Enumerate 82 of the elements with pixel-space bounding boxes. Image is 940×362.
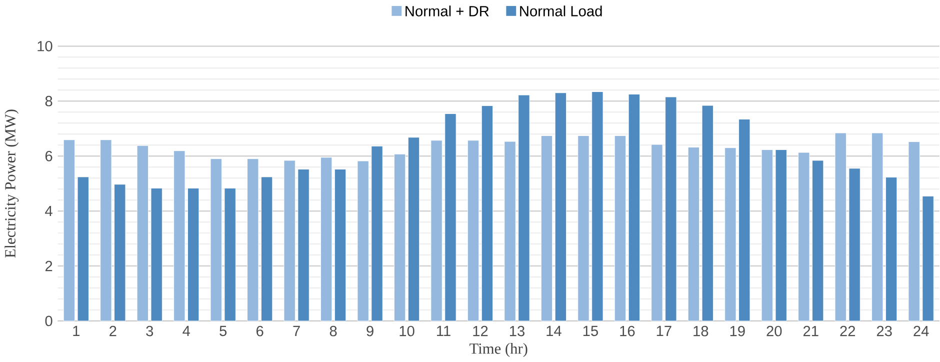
x-tick-label: 10: [400, 326, 414, 336]
bar: [665, 96, 677, 322]
bar: [357, 160, 369, 322]
bar: [371, 146, 383, 322]
bar: [150, 188, 162, 322]
bar: [554, 92, 566, 322]
x-tick-label: 14: [546, 326, 562, 336]
bar: [651, 144, 663, 322]
bar: [922, 196, 934, 322]
x-tick-label: 18: [694, 326, 708, 336]
x-tick-label: 11: [437, 326, 450, 336]
bar: [284, 160, 296, 322]
bar: [298, 169, 310, 322]
x-tick-label: 3: [146, 326, 154, 336]
bar: [812, 160, 824, 322]
bar: [174, 150, 186, 322]
legend-label: Normal Load: [520, 6, 602, 17]
bar: [592, 92, 604, 322]
bar: [136, 146, 148, 322]
x-tick-label: 13: [510, 326, 524, 336]
bar: [444, 114, 456, 322]
x-tick-label: 5: [220, 326, 227, 336]
x-tick-label: 24: [914, 326, 929, 336]
bar: [224, 188, 236, 322]
bar: [77, 176, 89, 322]
bar: [188, 188, 200, 322]
x-tick-label: 8: [330, 326, 337, 336]
bar: [886, 177, 898, 322]
bar: [775, 150, 787, 322]
bar: [761, 150, 773, 322]
y-tick-label: 0: [45, 316, 52, 326]
x-tick-label: 16: [620, 326, 635, 336]
bar: [408, 137, 420, 322]
bar: [628, 94, 640, 322]
x-tick-label: 20: [766, 326, 782, 336]
x-tick-label: 21: [803, 326, 818, 336]
bar: [702, 105, 714, 322]
bar: [798, 152, 810, 322]
bar: [504, 141, 516, 322]
bar: [614, 136, 626, 322]
bar: [247, 158, 259, 322]
x-tick-label: 15: [583, 326, 598, 336]
x-tick-label: 9: [366, 326, 374, 336]
x-tick-label: 4: [182, 326, 190, 336]
bar: [724, 148, 736, 322]
y-tick-label: 10: [38, 41, 52, 52]
x-tick-label: 1: [73, 326, 80, 336]
y-axis-title: Electricity Power (MW): [4, 110, 19, 258]
bar: [908, 142, 920, 322]
bar: [334, 169, 346, 322]
x-tick-label: 23: [876, 326, 892, 336]
bar: [518, 95, 530, 322]
x-tick-label: 7: [293, 326, 300, 336]
bar: [578, 136, 590, 322]
x-tick-label: 19: [730, 326, 745, 336]
y-tick-label: 8: [45, 96, 52, 106]
bar: [114, 184, 126, 322]
x-tick-label: 2: [110, 326, 116, 336]
y-tick-label: 2: [45, 261, 52, 272]
y-tick-label: 6: [45, 151, 52, 162]
x-tick-label: 6: [256, 326, 264, 336]
bar: [210, 158, 222, 322]
x-tick-label: 22: [840, 326, 855, 336]
y-tick-label: 4: [45, 206, 52, 216]
bar: [320, 157, 332, 322]
bar: [394, 154, 406, 322]
bar: [481, 106, 494, 322]
bar: [540, 136, 553, 322]
bar: [738, 119, 750, 322]
bar: [430, 140, 442, 322]
legend-label: Normal + DR: [406, 6, 489, 17]
x-tick-label: 17: [656, 326, 672, 336]
bar: [688, 147, 700, 322]
bar: [467, 140, 480, 322]
x-axis-title: Time (hr): [470, 343, 528, 358]
bar: [834, 132, 846, 322]
x-tick-label: 12: [473, 326, 488, 336]
bar: [100, 140, 112, 322]
bar: [848, 168, 860, 322]
bar: [261, 176, 273, 322]
bar: [63, 140, 75, 322]
bar: [872, 132, 884, 322]
